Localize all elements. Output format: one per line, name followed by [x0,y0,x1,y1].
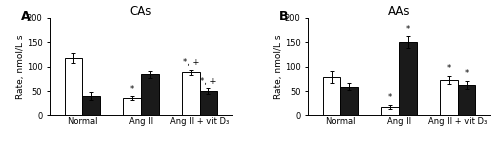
Title: CAs: CAs [130,5,152,18]
Text: *: * [130,85,134,94]
Text: *: * [388,93,392,102]
Text: A: A [21,10,30,23]
Text: B: B [279,10,288,23]
Bar [382,107,399,115]
Y-axis label: Rate, nmol/L s: Rate, nmol/L s [16,34,25,99]
Y-axis label: Rate, nmol/L s: Rate, nmol/L s [274,34,283,99]
Bar [200,91,217,115]
Text: *: * [406,25,410,34]
Bar [182,73,200,115]
Bar [340,87,358,115]
Title: AAs: AAs [388,5,410,18]
Bar [323,77,340,115]
Bar [440,80,458,115]
Text: *, +: *, + [182,58,199,67]
Text: *, +: *, + [200,77,216,86]
Bar [141,74,158,115]
Bar [458,85,475,115]
Text: *: * [447,64,451,73]
Bar [124,98,141,115]
Text: *: * [464,69,468,78]
Bar [82,96,100,115]
Bar [64,58,82,115]
Bar [399,42,416,115]
